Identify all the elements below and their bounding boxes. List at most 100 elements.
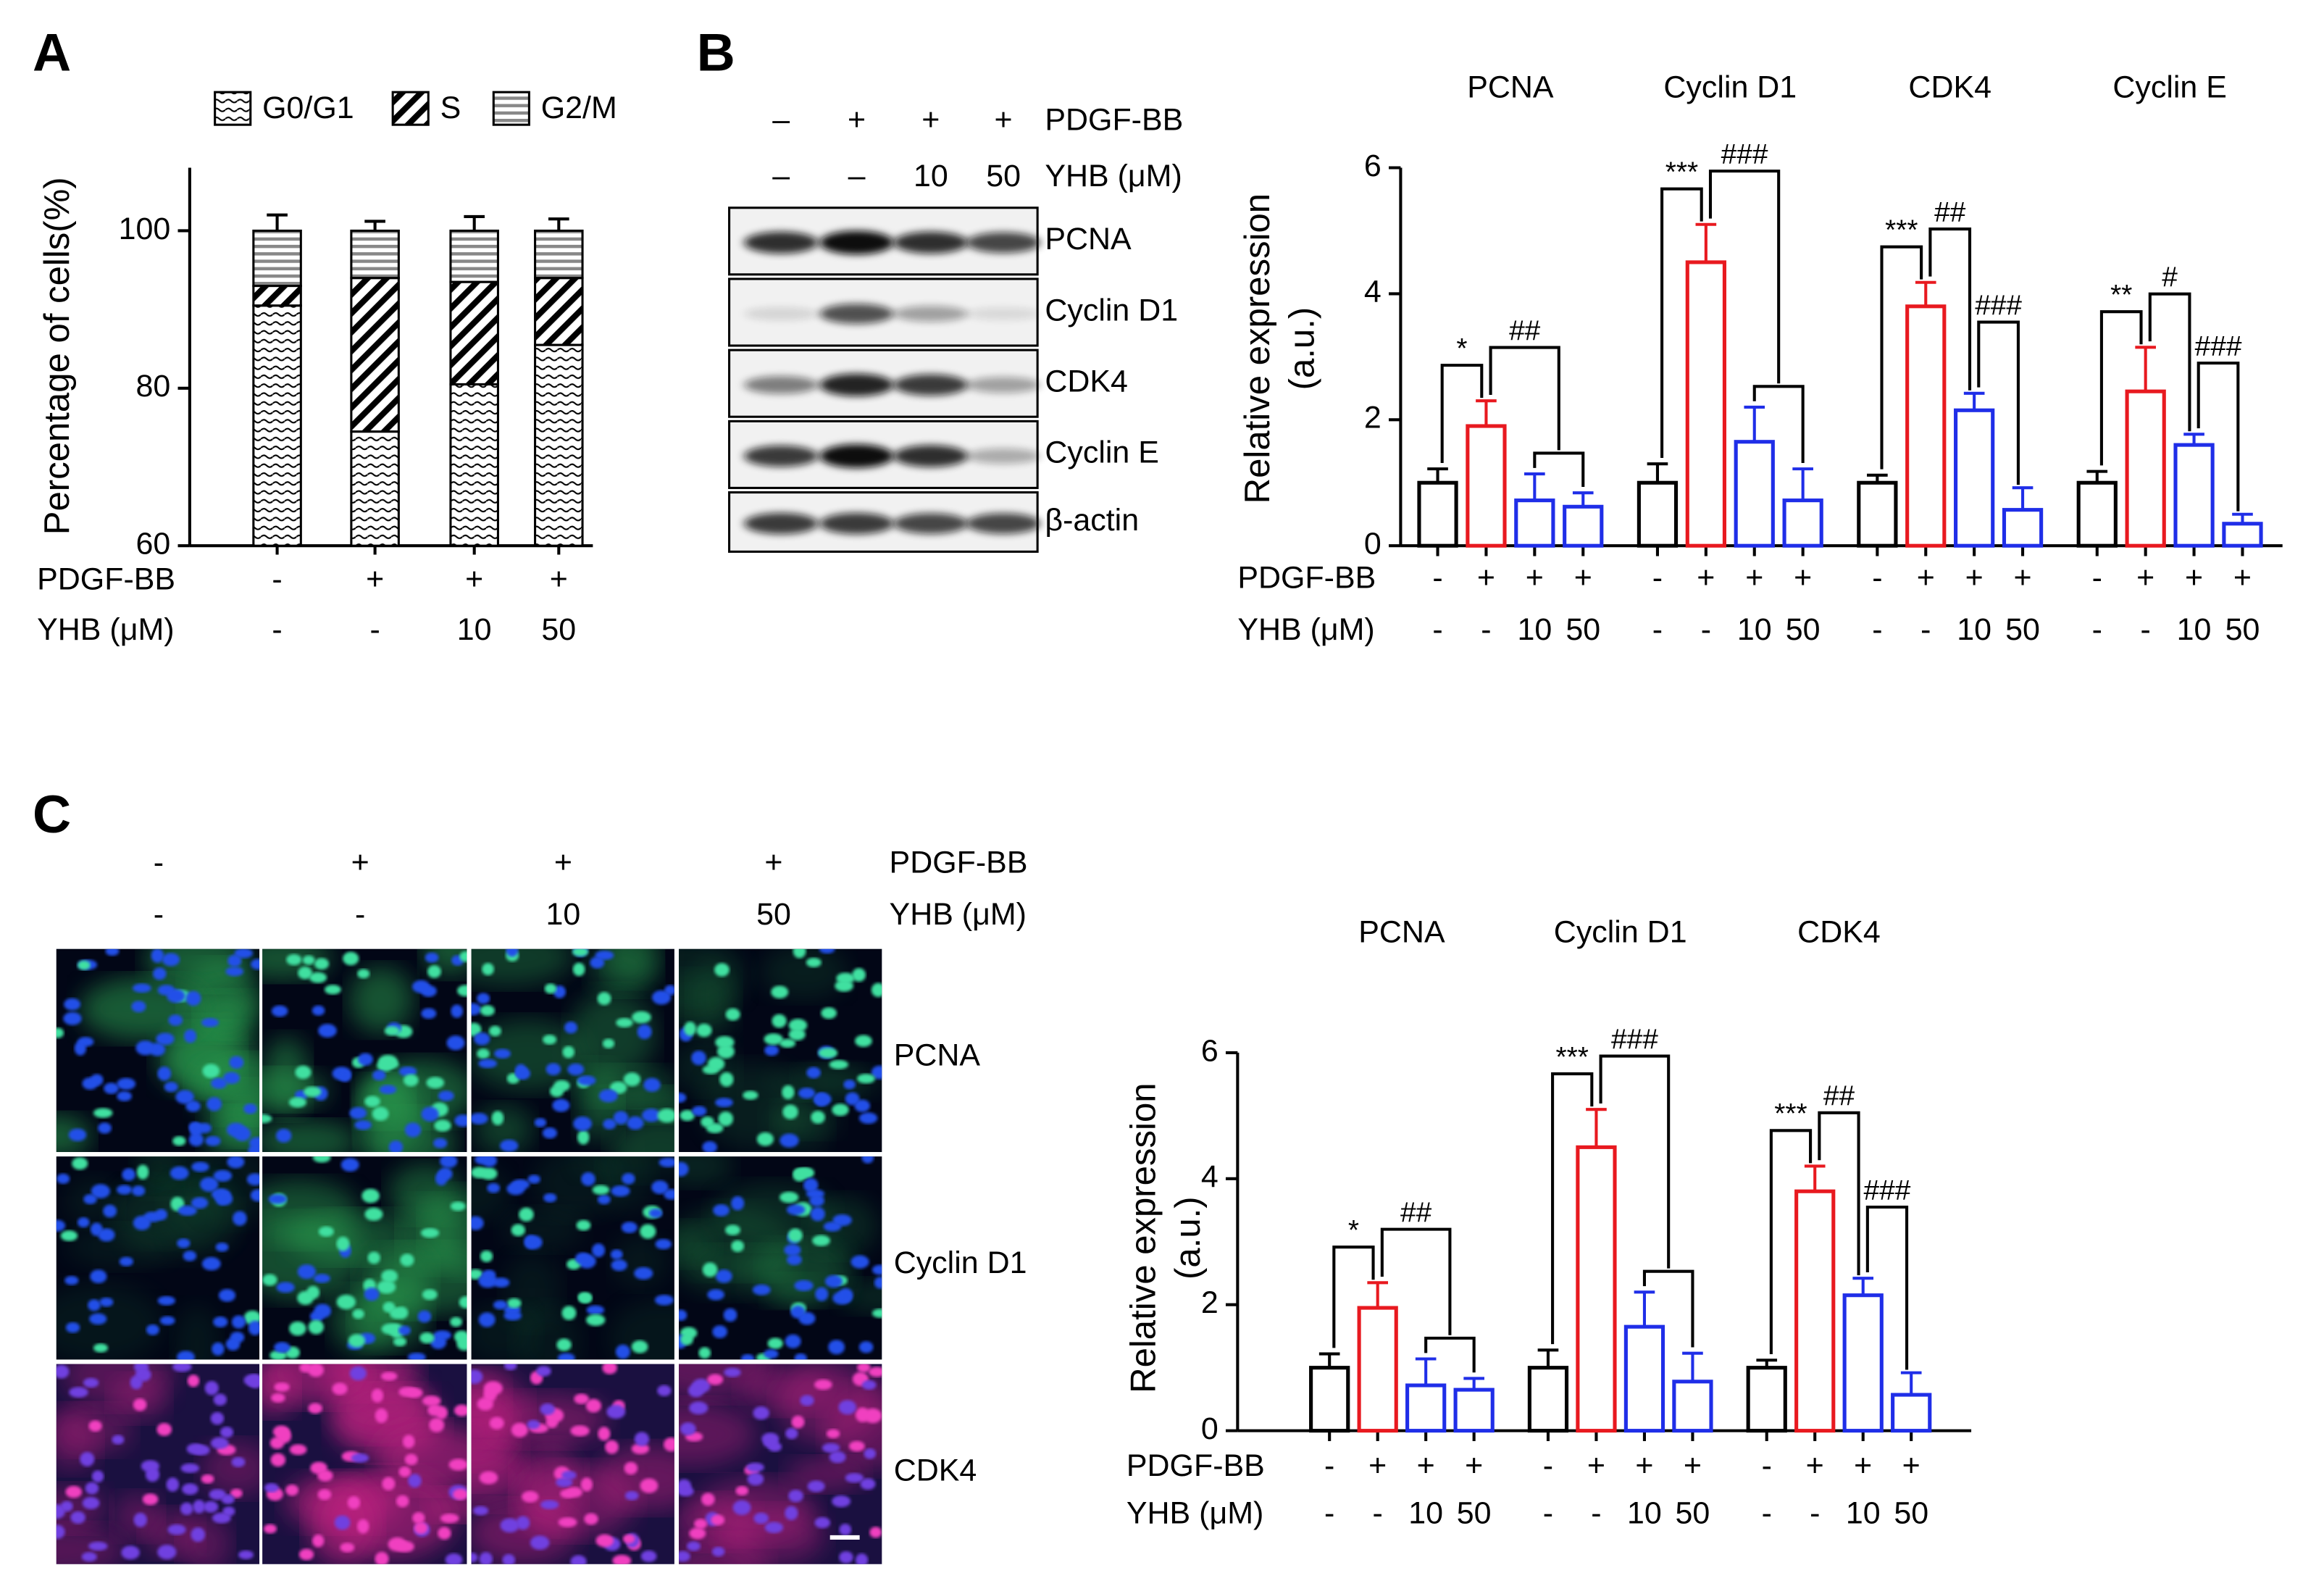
condition-value: + (1465, 1448, 1483, 1483)
bar (1672, 1380, 1713, 1433)
condition-value: 10 (457, 612, 492, 647)
nucleus (396, 1540, 414, 1553)
bar-segment (534, 229, 584, 280)
bracket (1332, 1245, 1375, 1348)
nucleus (471, 1552, 478, 1563)
blot-band (744, 306, 819, 321)
nucleus (56, 1364, 70, 1379)
micrograph-condition-value: 10 (546, 897, 581, 932)
nucleus (556, 1338, 572, 1351)
nucleus (743, 1090, 758, 1100)
nucleus (398, 1387, 417, 1397)
nucleus (511, 1422, 529, 1437)
nucleus (784, 1244, 801, 1256)
nucleus (334, 1515, 351, 1530)
cytoplasm (475, 1104, 533, 1152)
nucleus (302, 955, 315, 965)
cytoplasm (56, 1485, 107, 1532)
condition-value: + (1574, 561, 1592, 596)
blot-protein-label: PCNA (1045, 222, 1132, 256)
nucleus (640, 1224, 656, 1239)
nucleus (855, 1035, 872, 1047)
nucleus (199, 1177, 219, 1192)
nucleus (221, 1494, 235, 1505)
nucleus (193, 1499, 206, 1514)
group-title: CDK4 (1797, 915, 1881, 950)
blot-condition-label: YHB (μM) (1045, 159, 1182, 193)
nucleus (168, 1014, 183, 1026)
nucleus (698, 1347, 711, 1359)
nucleus (572, 948, 589, 956)
nucleus (502, 1553, 516, 1564)
cytoplasm (173, 1303, 220, 1360)
nucleus (63, 1011, 82, 1025)
nucleus (201, 1018, 219, 1027)
nucleus (83, 1377, 99, 1388)
nucleus (384, 1026, 400, 1036)
nucleus (753, 1406, 769, 1420)
bar (2076, 480, 2118, 548)
bar-segment (350, 277, 400, 433)
condition-value: - (1432, 612, 1442, 647)
micrograph (471, 1364, 674, 1564)
nucleus (493, 1277, 510, 1288)
nucleus (276, 1282, 295, 1293)
nucleus (598, 1089, 618, 1103)
y-tick-label: 2 (1201, 1285, 1219, 1320)
nucleus (602, 1364, 617, 1374)
error-bar (1427, 467, 1448, 483)
condition-value: 50 (2225, 612, 2260, 647)
nucleus (711, 1546, 725, 1557)
nucleus (715, 1098, 733, 1108)
nucleus (248, 1143, 260, 1152)
nucleus (213, 1169, 233, 1182)
nucleus (135, 1040, 155, 1056)
nucleus (580, 1477, 593, 1492)
nucleus (855, 1553, 869, 1564)
condition-value: + (1417, 1448, 1435, 1483)
cytoplasm (599, 1156, 655, 1214)
nucleus (162, 953, 180, 967)
nucleus (65, 1485, 83, 1498)
nucleus (592, 1243, 606, 1258)
nucleus (723, 1308, 737, 1322)
nucleus (811, 1111, 825, 1124)
bar (1563, 504, 1604, 548)
nucleus (348, 1334, 366, 1348)
blot-band (893, 445, 968, 467)
nucleus (543, 1193, 557, 1203)
nucleus (692, 1106, 707, 1117)
nucleus (146, 1324, 159, 1335)
nucleus (77, 1217, 90, 1228)
nucleus (664, 1189, 674, 1200)
nucleus (479, 1471, 498, 1485)
y-tick-label: 80 (135, 369, 170, 404)
nucleus (524, 1235, 537, 1249)
nucleus (500, 1518, 519, 1533)
nucleus (858, 1112, 878, 1124)
nucleus (191, 1161, 209, 1172)
nucleus (121, 1545, 140, 1560)
nucleus (702, 1065, 719, 1075)
micrograph-content (471, 1156, 674, 1360)
nucleus (230, 1488, 243, 1498)
nucleus (298, 1548, 314, 1561)
bracket (1424, 1336, 1476, 1373)
nucleus (684, 1022, 697, 1036)
micrograph (262, 948, 467, 1152)
condition-value: 10 (2177, 612, 2212, 647)
nucleus (714, 963, 730, 977)
nucleus (634, 1432, 650, 1446)
nucleus (803, 1177, 819, 1193)
nucleus (592, 1185, 610, 1195)
nucleus (157, 1295, 176, 1306)
nucleus (871, 1065, 882, 1080)
cytoplasm (201, 1440, 260, 1496)
nucleus (398, 1066, 417, 1077)
nucleus (854, 1099, 871, 1112)
nucleus (227, 954, 242, 967)
nucleus (597, 992, 611, 1006)
nucleus (136, 1164, 149, 1180)
nucleus (91, 1470, 104, 1483)
nucleus (756, 1132, 774, 1146)
